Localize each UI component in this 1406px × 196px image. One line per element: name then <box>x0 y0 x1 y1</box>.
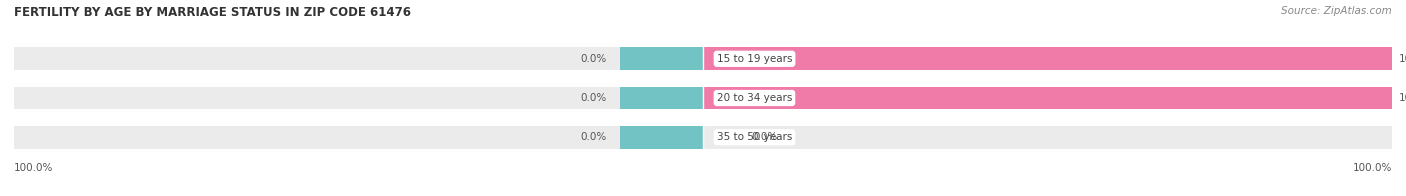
Text: 0.0%: 0.0% <box>581 54 606 64</box>
Text: 100.0%: 100.0% <box>14 163 53 173</box>
Bar <box>620 47 703 70</box>
Text: 0.0%: 0.0% <box>581 93 606 103</box>
Text: 35 to 50 years: 35 to 50 years <box>717 132 792 142</box>
Text: FERTILITY BY AGE BY MARRIAGE STATUS IN ZIP CODE 61476: FERTILITY BY AGE BY MARRIAGE STATUS IN Z… <box>14 6 411 19</box>
Bar <box>14 47 1392 70</box>
Text: 0.0%: 0.0% <box>581 132 606 142</box>
Text: 100.0%: 100.0% <box>1353 163 1392 173</box>
Text: 20 to 34 years: 20 to 34 years <box>717 93 792 103</box>
Text: 100.0%: 100.0% <box>1399 54 1406 64</box>
Text: 0.0%: 0.0% <box>751 132 778 142</box>
Bar <box>620 87 703 109</box>
Bar <box>620 126 703 149</box>
Text: 100.0%: 100.0% <box>1399 93 1406 103</box>
Bar <box>703 47 1392 70</box>
Bar <box>14 126 1392 149</box>
Text: Source: ZipAtlas.com: Source: ZipAtlas.com <box>1281 6 1392 16</box>
Bar <box>14 87 1392 109</box>
Bar <box>703 87 1392 109</box>
Text: 15 to 19 years: 15 to 19 years <box>717 54 792 64</box>
